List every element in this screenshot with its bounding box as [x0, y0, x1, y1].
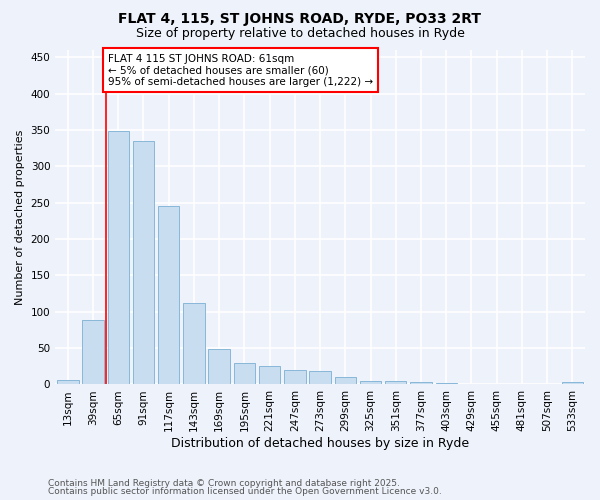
- Bar: [284, 370, 305, 384]
- Text: Size of property relative to detached houses in Ryde: Size of property relative to detached ho…: [136, 28, 464, 40]
- Bar: [259, 366, 280, 384]
- Bar: [82, 320, 104, 384]
- Bar: [310, 370, 331, 384]
- Y-axis label: Number of detached properties: Number of detached properties: [15, 130, 25, 305]
- Bar: [133, 141, 154, 384]
- Bar: [410, 382, 432, 384]
- Text: Contains public sector information licensed under the Open Government Licence v3: Contains public sector information licen…: [48, 487, 442, 496]
- Bar: [208, 349, 230, 384]
- Bar: [233, 362, 255, 384]
- Bar: [57, 380, 79, 384]
- Text: FLAT 4 115 ST JOHNS ROAD: 61sqm
← 5% of detached houses are smaller (60)
95% of : FLAT 4 115 ST JOHNS ROAD: 61sqm ← 5% of …: [108, 54, 373, 87]
- Text: FLAT 4, 115, ST JOHNS ROAD, RYDE, PO33 2RT: FLAT 4, 115, ST JOHNS ROAD, RYDE, PO33 2…: [119, 12, 482, 26]
- Bar: [158, 206, 179, 384]
- Bar: [107, 132, 129, 384]
- X-axis label: Distribution of detached houses by size in Ryde: Distribution of detached houses by size …: [171, 437, 469, 450]
- Bar: [385, 381, 406, 384]
- Bar: [436, 383, 457, 384]
- Text: Contains HM Land Registry data © Crown copyright and database right 2025.: Contains HM Land Registry data © Crown c…: [48, 478, 400, 488]
- Bar: [335, 377, 356, 384]
- Bar: [360, 381, 381, 384]
- Bar: [183, 303, 205, 384]
- Bar: [562, 382, 583, 384]
